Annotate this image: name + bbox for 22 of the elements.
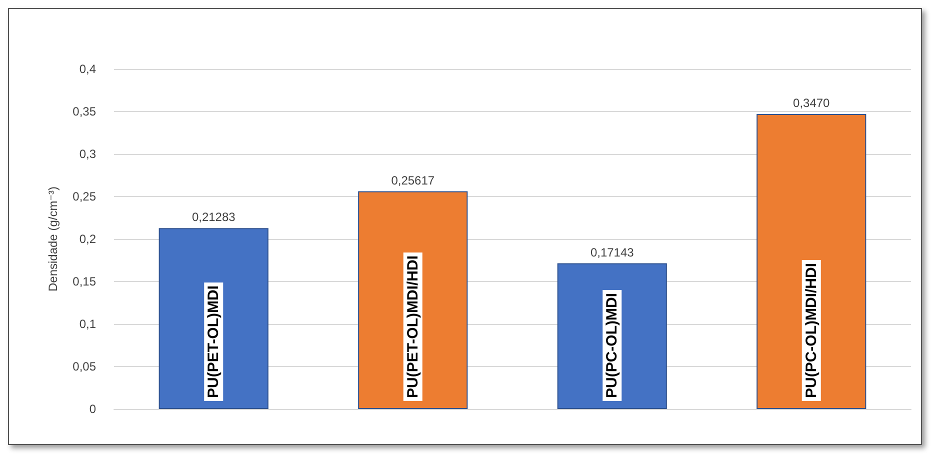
data-label: 0,25617 [391,173,435,188]
y-tick-label: 0 [89,402,96,416]
x-tick-label: PU(PC-OL)MDI [604,293,621,398]
bar [557,263,667,409]
y-tick-label: 0,1 [79,317,96,331]
x-tick-label: PU(PET-OL)MDI [205,286,222,398]
data-label: 0,17143 [590,245,634,260]
bar [158,228,268,409]
y-tick-label: 0,2 [79,232,96,246]
y-tick-label: 0,25 [72,190,96,204]
y-tick-label: 0,35 [72,104,96,118]
y-tick-label: 0,15 [72,274,96,288]
x-tick-label: PU(PET-OL)MDI/HDI [404,256,422,398]
y-axis-title: Densidade (g/cm⁻³) [46,186,60,292]
y-tick-label: 0,05 [72,360,96,374]
bar [756,114,866,409]
data-label: 0,21283 [192,210,236,224]
x-tick-label: PU(PC-OL)MDI/HDI [802,263,820,398]
bar [358,191,468,409]
y-tick-label: 0,3 [79,147,96,161]
data-label: 0,3470 [793,96,830,110]
y-tick-label: 0,4 [79,62,96,76]
